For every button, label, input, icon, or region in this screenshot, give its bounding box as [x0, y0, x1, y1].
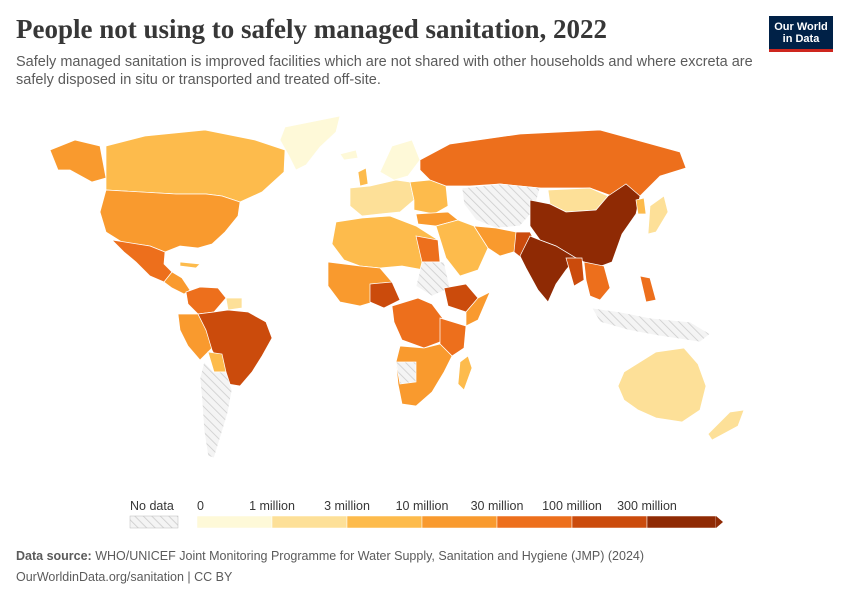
- country-korea[interactable]: [635, 197, 647, 215]
- data-source-text: WHO/UNICEF Joint Monitoring Programme fo…: [95, 549, 645, 563]
- legend-bin-4[interactable]: [496, 515, 573, 529]
- country-india[interactable]: [519, 235, 577, 303]
- legend-tick-6: 300 million: [617, 499, 677, 513]
- country-new-zealand[interactable]: [707, 409, 745, 441]
- country-iceland[interactable]: [339, 149, 359, 161]
- country-scandinavia[interactable]: [379, 139, 421, 181]
- country-east-africa[interactable]: [439, 317, 467, 357]
- country-namibia[interactable]: [395, 361, 417, 385]
- country-central-america[interactable]: [163, 271, 191, 295]
- legend-no-data-swatch: [129, 515, 179, 529]
- country-indonesia[interactable]: [591, 307, 711, 343]
- country-japan[interactable]: [647, 195, 669, 235]
- legend-no-data-label: No data: [130, 499, 174, 513]
- logo-line-1: Our World: [774, 21, 828, 33]
- legend-bin-5[interactable]: [571, 515, 648, 529]
- legend-bin-0[interactable]: [196, 515, 273, 529]
- legend-tick-1: 1 million: [249, 499, 295, 513]
- owid-logo[interactable]: Our World in Data: [769, 16, 833, 52]
- legend-bin-1[interactable]: [271, 515, 348, 529]
- country-cuba[interactable]: [179, 261, 201, 269]
- legend-bin-3[interactable]: [421, 515, 498, 529]
- url-license[interactable]: OurWorldinData.org/sanitation | CC BY: [16, 570, 233, 584]
- legend-tick-5: 100 million: [542, 499, 602, 513]
- legend-tick-4: 30 million: [471, 499, 524, 513]
- country-philippines[interactable]: [639, 275, 657, 303]
- country-greenland[interactable]: [279, 115, 341, 171]
- country-central-africa[interactable]: [391, 297, 445, 349]
- country-southern-africa[interactable]: [395, 343, 453, 407]
- data-source-label: Data source:: [16, 549, 92, 563]
- logo-line-2: in Data: [782, 33, 820, 45]
- legend-tick-0: 0: [197, 499, 204, 513]
- legend-tick-3: 10 million: [396, 499, 449, 513]
- legend-bins: [196, 515, 723, 529]
- country-central-asia[interactable]: [461, 183, 541, 229]
- country-australia[interactable]: [617, 347, 707, 423]
- footer: Data source: WHO/UNICEF Joint Monitoring…: [16, 546, 644, 588]
- country-myanmar[interactable]: [565, 257, 585, 287]
- country-middle-east[interactable]: [435, 219, 489, 277]
- country-sudan[interactable]: [415, 261, 451, 297]
- country-usa[interactable]: [99, 189, 241, 253]
- chart-title: People not using to safely managed sanit…: [16, 14, 608, 44]
- data-source: Data source: WHO/UNICEF Joint Monitoring…: [16, 546, 644, 567]
- country-colombia[interactable]: [185, 286, 227, 315]
- country-guianas[interactable]: [225, 297, 243, 311]
- chart-subtitle: Safely managed sanitation is improved fa…: [16, 54, 753, 88]
- country-southeast-asia[interactable]: [583, 261, 611, 301]
- map-legend: No data 0 1 million 3 million 10 million 30 …: [129, 499, 723, 529]
- legend-arrow: [716, 516, 723, 528]
- world-map: No data 0 1 million 3 million 10 million 30 …: [49, 115, 745, 529]
- legend-bin-6[interactable]: [646, 515, 717, 529]
- legend-ticks: 0 1 million 3 million 10 million 30 million 1…: [197, 499, 677, 513]
- country-argentina-chile[interactable]: [199, 361, 233, 459]
- legend-bin-2[interactable]: [346, 515, 423, 529]
- country-alaska[interactable]: [49, 139, 107, 183]
- country-russia[interactable]: [419, 129, 687, 197]
- country-western-europe[interactable]: [349, 179, 415, 217]
- country-eastern-europe[interactable]: [409, 179, 449, 215]
- country-nigeria[interactable]: [369, 281, 401, 309]
- country-somalia[interactable]: [465, 291, 491, 327]
- country-uk[interactable]: [357, 167, 369, 187]
- country-madagascar[interactable]: [457, 355, 473, 391]
- legend-tick-2: 3 million: [324, 499, 370, 513]
